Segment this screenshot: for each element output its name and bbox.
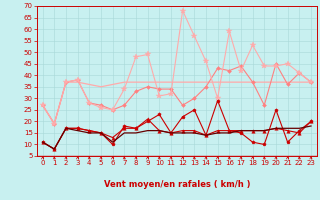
X-axis label: Vent moyen/en rafales ( km/h ): Vent moyen/en rafales ( km/h )	[104, 180, 250, 189]
